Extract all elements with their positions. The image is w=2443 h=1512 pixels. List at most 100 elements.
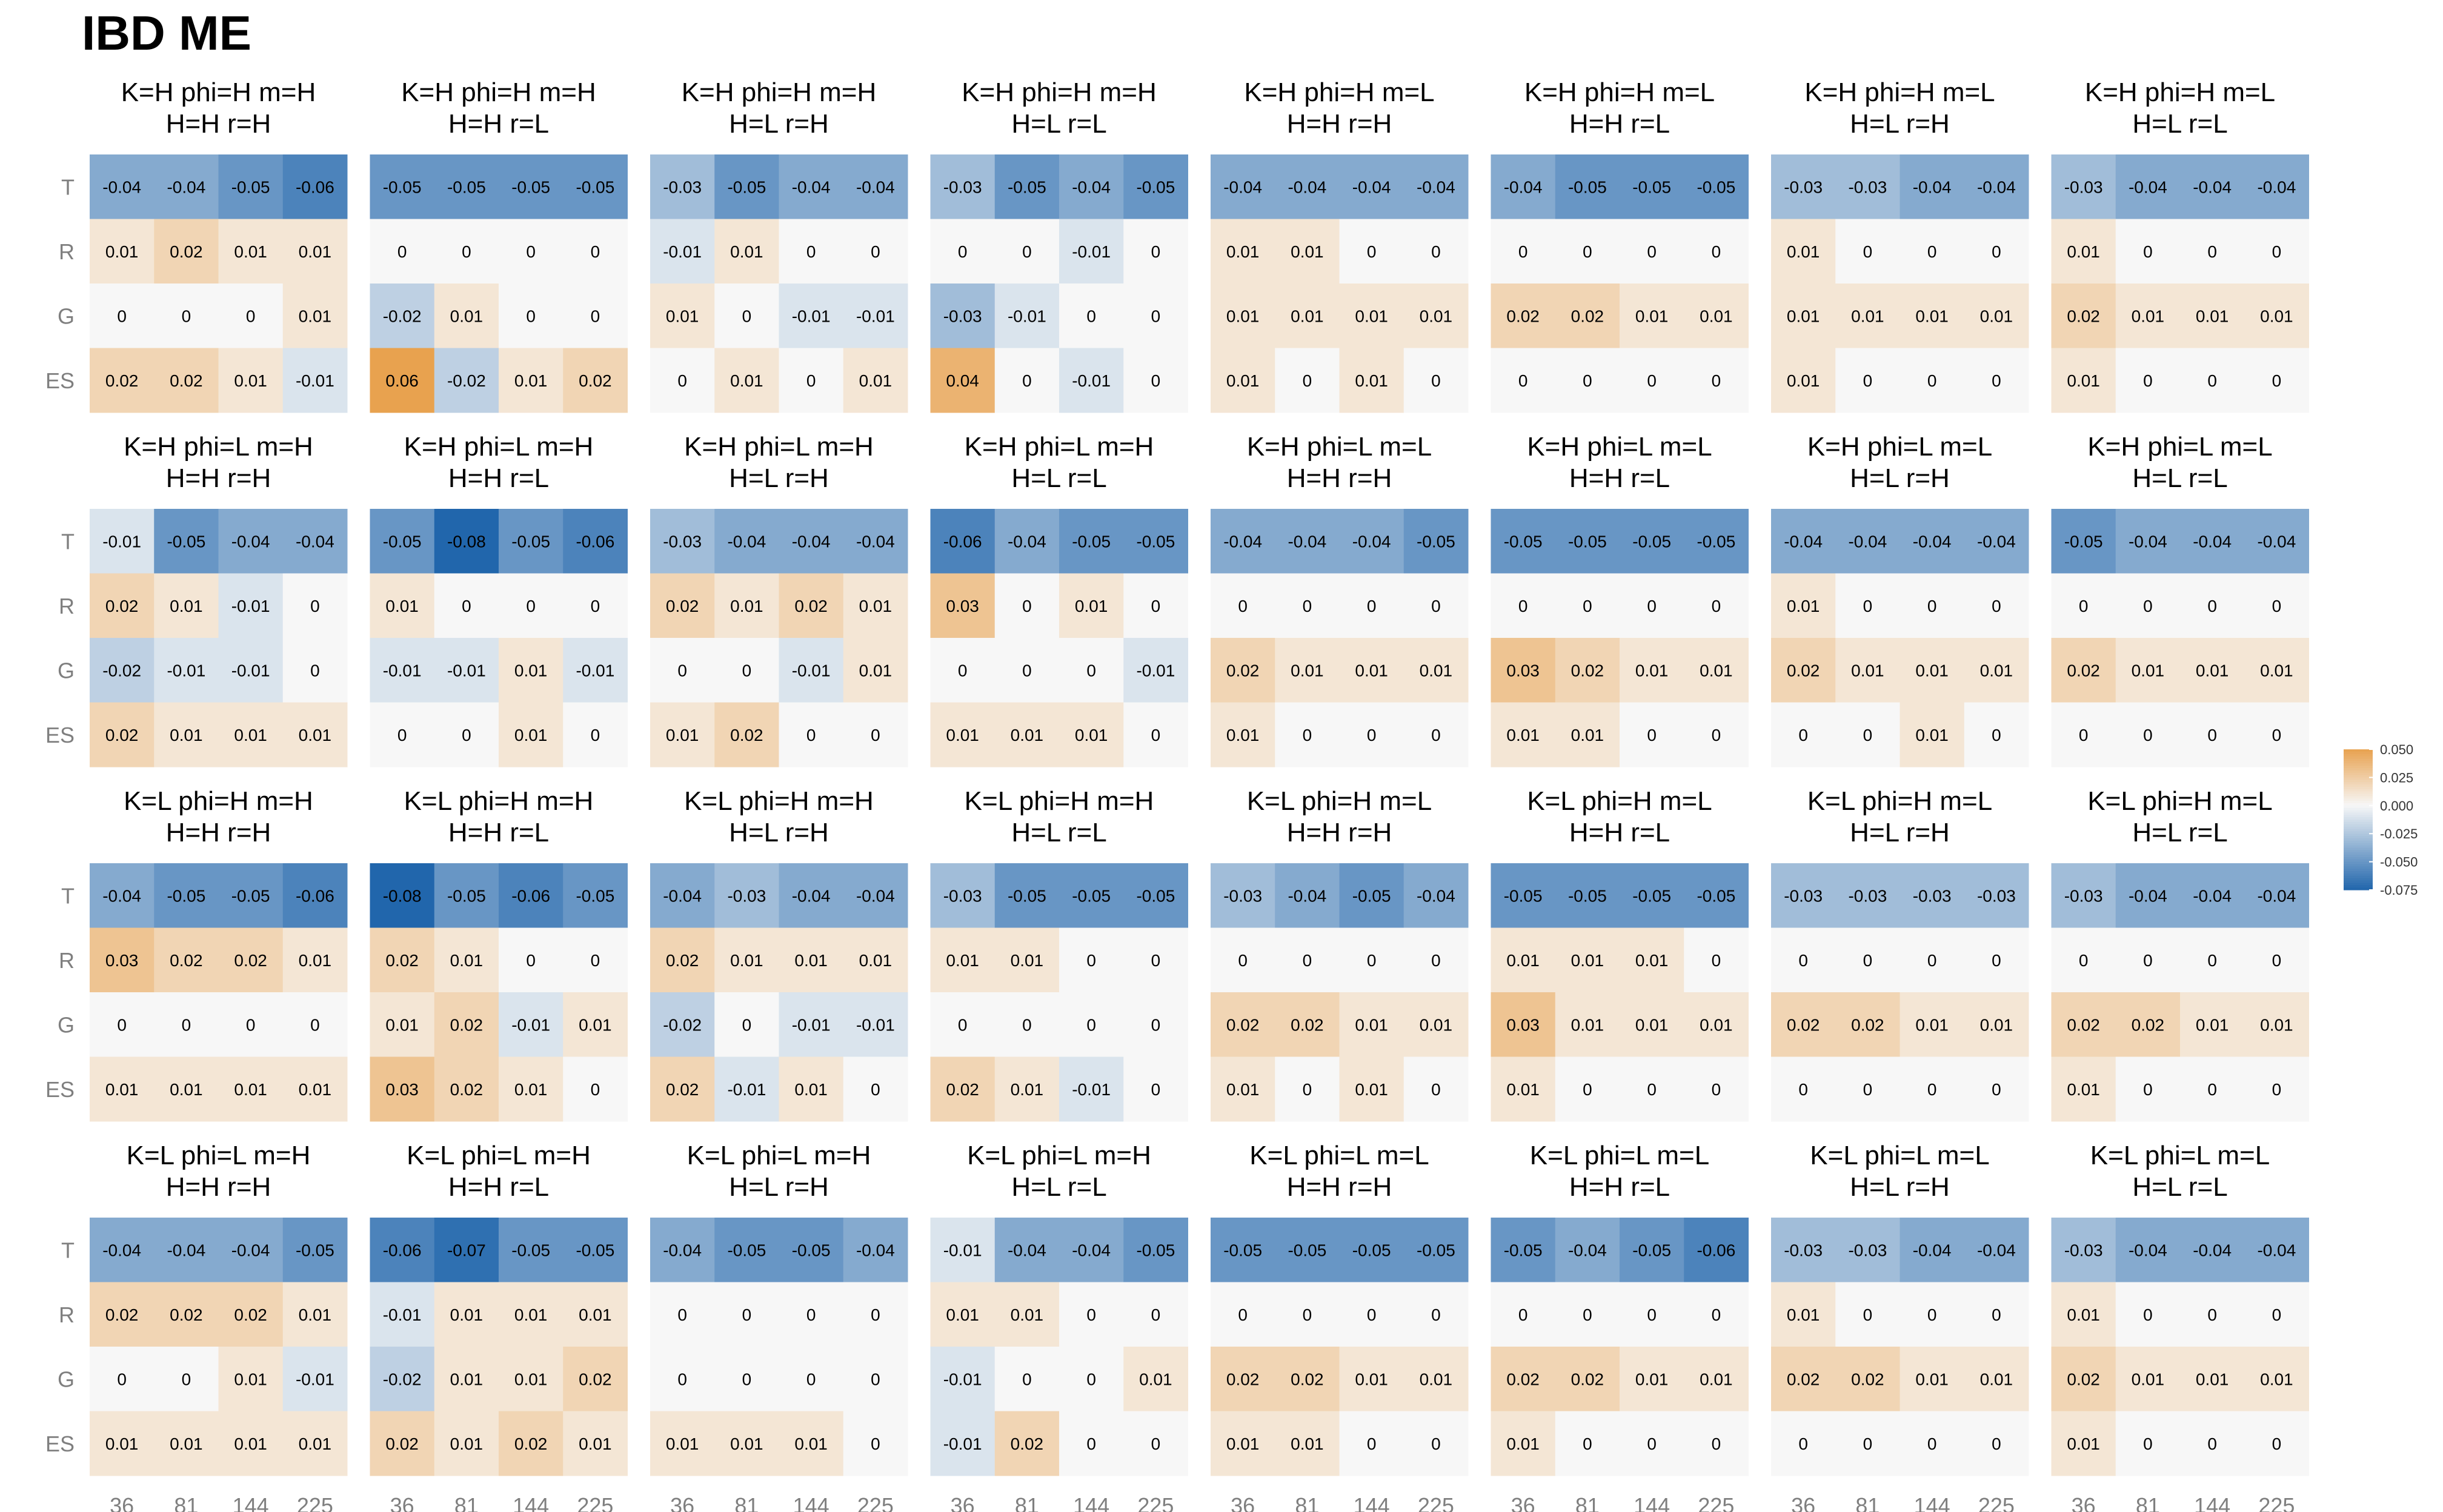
heatmap-cell [90,509,155,574]
heatmap-cell [1491,992,1556,1057]
legend-tick-label: -0.050 [2380,855,2418,870]
cell-value-label: -0.01 [1072,371,1111,390]
cell-value-label: -0.05 [1417,1241,1455,1259]
cell-value-label: 0.01 [450,951,484,970]
cell-value-label: 0.01 [1980,661,2013,680]
heatmap-cell [218,1056,284,1122]
cell-value-label: 0.01 [170,1080,203,1099]
cell-value-label: 0.01 [1291,1434,1324,1453]
cell-value-label: 0.01 [1420,1370,1453,1388]
heatmap-cell [1964,1347,2029,1411]
cell-value-label: 0 [1367,242,1377,261]
heatmap-cell [218,992,284,1057]
cell-value-label: 0 [1151,726,1161,744]
cell-value-label: -0.04 [792,177,831,196]
cell-value-label: 0 [1022,242,1032,261]
cell-value-label: 0.01 [1355,1015,1388,1034]
cell-value-label: -0.04 [1784,532,1823,551]
cell-value-label: 0.01 [234,1434,267,1453]
heatmap-cell [1339,992,1404,1057]
heatmap-cell [2051,1411,2116,1476]
heatmap-cell [90,284,155,348]
cell-value-label: 0.01 [1787,1305,1820,1324]
heatmap-cell [779,1411,844,1476]
heatmap-cell [1555,348,1620,413]
cell-value-label: -0.04 [231,1241,270,1259]
cell-value-label: 0.02 [1787,1015,1820,1034]
cell-value-label: 0 [526,242,536,261]
cell-value-label: 0 [871,1434,880,1453]
cell-value-label: 0 [1798,951,1808,970]
heatmap-cell [1964,1282,2029,1347]
cell-value-label: -0.05 [1136,886,1175,905]
heatmap-cell [1403,1218,1469,1282]
cell-value-label: 0.02 [2132,1015,2165,1034]
heatmap-cell [1620,219,1684,284]
heatmap-cell [499,284,563,348]
cell-value-label: 0.02 [105,726,139,744]
heatmap-cell [1491,348,1556,413]
heatmap-cell [1620,638,1684,703]
heatmap-cell [1491,154,1556,219]
cell-value-label: -0.05 [1504,886,1543,905]
heatmap-cell [779,863,844,928]
heatmap-cell [1900,1218,1965,1282]
cell-value-label: 0 [2207,951,2217,970]
cell-value-label: 0.01 [514,726,548,744]
heatmap-cell [2180,992,2245,1057]
heatmap-cell [843,1411,908,1476]
cell-value-label: 0 [1022,661,1032,680]
heatmap-cell [1211,509,1275,574]
heatmap-cell [994,927,1060,993]
cell-value-label: -0.05 [1632,177,1671,196]
heatmap-cell [1211,1347,1275,1411]
heatmap-cell [1059,863,1124,928]
heatmap-cell [994,219,1060,284]
cell-value-label: 0 [2079,597,2089,615]
heatmap-cell [2244,1282,2309,1347]
cell-value-label: 0 [1086,661,1096,680]
panel-title-line2: H=L r=L [1011,109,1106,139]
cell-value-label: 0 [182,307,191,325]
panel-title-line1: K=L phi=L m=H [407,1141,591,1170]
cell-value-label: 0.01 [1635,1015,1669,1034]
cell-value-label: -0.04 [2257,177,2296,196]
cell-value-label: 0.01 [1011,951,1044,970]
heatmap-cell [1403,1056,1469,1122]
cell-value-label: 0 [958,242,968,261]
heatmap-cell [714,1347,779,1411]
heatmap-cell [1900,284,1965,348]
heatmap-cell [370,154,435,219]
cell-value-label: 0.02 [170,242,203,261]
heatmap-cell [1123,284,1188,348]
heatmap-cell [1339,509,1404,574]
cell-value-label: 0.01 [1635,1370,1669,1388]
cell-value-label: 0.02 [450,1080,484,1099]
cell-value-label: 0 [2272,1080,2282,1099]
legend-gradient-segment [2344,859,2373,863]
column-tick-label: 225 [577,1493,613,1512]
cell-value-label: -0.01 [792,307,831,325]
heatmap-cell [1123,348,1188,413]
heatmap-cell [1211,992,1275,1057]
row-tick-label: G [58,658,75,683]
cell-value-label: -0.06 [296,177,334,196]
cell-value-label: 0.01 [1635,951,1669,970]
cell-value-label: 0 [1712,951,1721,970]
heatmap-cell [1059,927,1124,993]
heatmap-cell [779,284,844,348]
heatmap-cell [1620,1218,1684,1282]
heatmap-cell [1771,863,1836,928]
cell-value-label: -0.01 [663,242,702,261]
heatmap-cell [1620,927,1684,993]
cell-value-label: -0.05 [2064,532,2103,551]
panel-title-line2: H=L r=L [1011,818,1106,847]
heatmap-cell [1403,1347,1469,1411]
heatmap-cell [843,348,908,413]
heatmap-cell [930,863,995,928]
row-tick-label: ES [45,368,75,393]
heatmap-cell [282,638,348,703]
panel-title-line1: K=H phi=L m=L [1807,432,1992,462]
heatmap-cell [843,1056,908,1122]
heatmap-cell [434,573,499,638]
